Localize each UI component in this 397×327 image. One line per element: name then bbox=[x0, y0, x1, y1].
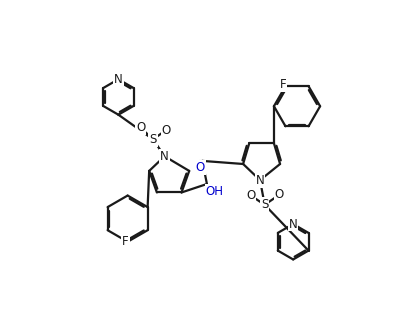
Text: O: O bbox=[162, 124, 171, 137]
Text: N: N bbox=[114, 73, 123, 86]
Text: F: F bbox=[280, 78, 287, 91]
Text: F: F bbox=[122, 235, 129, 248]
Text: N: N bbox=[160, 150, 169, 163]
Text: S: S bbox=[149, 133, 157, 146]
Text: N: N bbox=[256, 174, 264, 187]
Text: O: O bbox=[136, 121, 145, 134]
Text: O: O bbox=[246, 189, 255, 202]
Text: OH: OH bbox=[206, 185, 224, 198]
Text: O: O bbox=[195, 161, 204, 174]
Text: O: O bbox=[275, 188, 284, 201]
Text: S: S bbox=[261, 198, 268, 211]
Text: N: N bbox=[289, 217, 297, 231]
